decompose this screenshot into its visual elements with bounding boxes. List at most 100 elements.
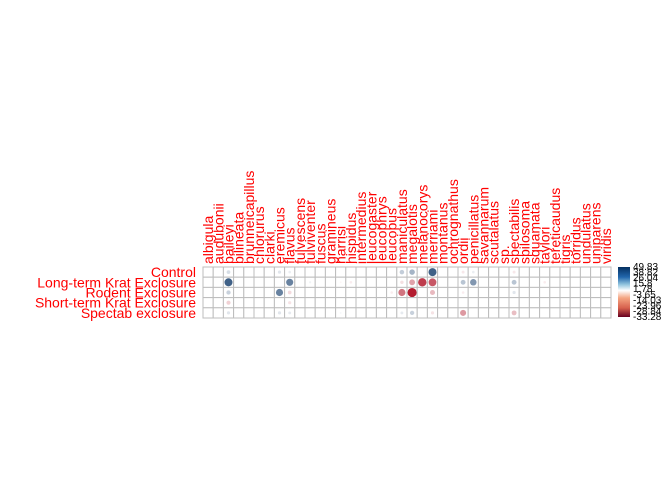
matrix-cell — [569, 307, 581, 319]
matrix-cell — [355, 286, 367, 299]
matrix-cell — [212, 276, 224, 288]
value-circle — [226, 290, 231, 295]
matrix-cell — [600, 276, 612, 288]
column-label: fulviventer — [302, 200, 318, 264]
column-label: clarki — [261, 231, 277, 264]
matrix-cell — [335, 286, 347, 299]
column-label: leucophrys — [374, 196, 390, 264]
matrix-cell — [273, 297, 286, 309]
matrix-cell — [304, 266, 316, 278]
value-circle — [339, 281, 342, 284]
column-label: merriami — [425, 210, 441, 264]
matrix-cell — [365, 266, 377, 278]
matrix-cell — [477, 266, 490, 278]
matrix-cell — [253, 307, 265, 319]
matrix-cell — [202, 266, 214, 278]
column-label: squamata — [527, 202, 543, 264]
value-circle — [224, 278, 233, 287]
matrix-cell — [335, 266, 347, 278]
matrix-cell — [263, 286, 275, 299]
value-circle — [409, 269, 415, 275]
matrix-cell — [600, 297, 612, 309]
column-label: maniculatus — [394, 189, 410, 264]
matrix-cell — [253, 266, 265, 278]
matrix-cell — [294, 297, 306, 309]
matrix-cell — [202, 276, 214, 288]
matrix-cell — [508, 297, 520, 309]
matrix-cell — [447, 307, 459, 319]
matrix-cell — [386, 297, 398, 309]
matrix-cell — [457, 297, 469, 309]
matrix-cell — [467, 297, 479, 309]
column-labels: albigulaauduboniibaileyibilineatabrunnei… — [200, 171, 614, 264]
matrix-cell — [437, 276, 449, 288]
value-circle — [288, 311, 292, 315]
matrix-cell — [263, 276, 275, 288]
matrix-cell — [539, 266, 551, 278]
value-circles — [224, 268, 547, 316]
matrix-cell — [518, 297, 530, 309]
column-label: megalotis — [404, 204, 420, 264]
scale-tick-label: -33.28 — [633, 312, 662, 323]
matrix-cell — [559, 276, 571, 288]
column-label: undulatus — [578, 203, 594, 264]
column-label: uniparens — [588, 203, 604, 265]
matrix-cell — [304, 286, 316, 299]
matrix-cell — [447, 297, 459, 309]
matrix-cell — [324, 297, 337, 309]
matrix-cell — [528, 286, 541, 299]
matrix-cell — [355, 307, 367, 319]
column-label: ochrognathus — [445, 179, 461, 264]
matrix-cell — [324, 307, 337, 319]
value-circle — [429, 289, 436, 296]
matrix-cell — [437, 266, 449, 278]
value-circle — [470, 279, 477, 286]
value-circle — [277, 311, 282, 315]
matrix-cell — [590, 307, 602, 319]
matrix-cell — [498, 286, 510, 299]
matrix-cell — [365, 297, 377, 309]
matrix-cell — [579, 297, 592, 309]
matrix-cell — [590, 286, 602, 299]
column-label: baileyi — [221, 224, 237, 264]
matrix-cell — [498, 297, 510, 309]
matrix-cell — [324, 266, 337, 278]
value-circle — [511, 279, 517, 285]
column-label: flavus — [282, 227, 298, 264]
matrix-cell — [447, 266, 459, 278]
matrix-cell — [212, 266, 224, 278]
matrix-cell — [549, 276, 561, 288]
column-label: gramineus — [323, 199, 339, 264]
value-circle — [349, 280, 353, 284]
matrix-cell — [233, 297, 245, 309]
matrix-cell — [202, 297, 214, 309]
matrix-cell — [294, 307, 306, 319]
matrix-cell — [467, 307, 479, 319]
value-circle — [275, 288, 284, 297]
matrix-cell — [375, 297, 388, 309]
matrix-cell — [549, 286, 561, 299]
matrix-cell — [314, 307, 326, 319]
matrix-cell — [549, 266, 561, 278]
color-scale-bar — [618, 267, 630, 317]
matrix-cell — [518, 276, 530, 288]
matrix-cell — [498, 276, 510, 288]
matrix-cell — [498, 307, 510, 319]
matrix-cell — [600, 266, 612, 278]
value-circle — [399, 269, 405, 275]
value-circle — [418, 278, 427, 287]
value-circle — [461, 270, 465, 274]
matrix-cell — [416, 297, 428, 309]
matrix-cell — [253, 286, 265, 299]
matrix-cell — [528, 307, 541, 319]
color-scale-legend — [618, 267, 630, 317]
row-label: Control — [151, 264, 196, 280]
matrix-cell — [590, 297, 602, 309]
matrix-cell — [253, 297, 265, 309]
value-circle — [400, 311, 404, 315]
matrix-cell — [579, 266, 592, 278]
value-circle — [288, 301, 292, 305]
matrix-cell — [549, 297, 561, 309]
column-label: brunneicapillus — [241, 171, 257, 264]
matrix-cell — [263, 307, 275, 319]
